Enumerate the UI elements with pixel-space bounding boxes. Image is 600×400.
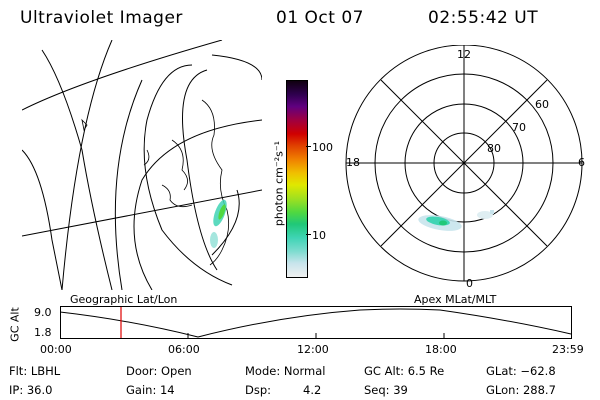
lat-label-60: 60 [535, 98, 549, 111]
gain-info: Gain: 14 [126, 383, 175, 397]
observation-time: 02:55:42 UT [428, 8, 539, 28]
mlt-line-diag [380, 79, 548, 247]
timeline-left-title: Geographic Lat/Lon [70, 293, 178, 306]
gc-alt-info: GC Alt: 6.5 Re [364, 364, 445, 378]
mlt-label-0: 0 [466, 277, 473, 290]
geographic-map [22, 40, 262, 290]
dsp-value: 4.2 [303, 383, 322, 397]
mode-info: Mode: Normal [245, 364, 326, 378]
timeline-xtick-3: 18:00 [425, 343, 457, 356]
aurora-emission [218, 204, 226, 220]
aurora-emission [210, 232, 218, 248]
earth-limb [182, 69, 218, 271]
timeline-xtick-1: 06:00 [168, 343, 200, 356]
colorbar-gradient [287, 81, 307, 277]
mlt-label-12: 12 [457, 48, 471, 61]
dsp-label: Dsp: [245, 383, 272, 397]
lat-label-80: 80 [487, 142, 501, 155]
graticule-line [114, 79, 143, 290]
aurora-oval [477, 211, 493, 219]
coastline [81, 99, 230, 266]
graticule-line [22, 189, 262, 237]
ip-info: IP: 36.0 [9, 383, 53, 397]
lat-label-70: 70 [512, 121, 526, 134]
aurora-speck [490, 210, 494, 214]
timeline-axis-label: GC Alt [8, 307, 22, 342]
timeline-right-title: Apex MLat/MLT [414, 293, 497, 306]
colorbar-tick-mark [306, 146, 311, 147]
colorbar [286, 80, 308, 278]
colorbar-tick-100: 100 [312, 141, 333, 154]
door-info: Door: Open [126, 364, 192, 378]
aurora-oval [439, 220, 447, 226]
timeline-xtick-0: 00:00 [40, 343, 72, 356]
graticule-line [22, 149, 63, 290]
graticule-line [22, 40, 223, 111]
colorbar-tick-mark [306, 234, 311, 235]
altitude-timeline [60, 306, 572, 339]
glon-info: GLon: 288.7 [486, 383, 556, 397]
timeline-xtick-4: 23:59 [552, 343, 584, 356]
graticule-line [41, 49, 113, 290]
seq-info: Seq: 39 [364, 383, 408, 397]
timeline-ytick-bottom: 1.8 [34, 326, 52, 339]
filter-info: Flt: LBHL [9, 364, 61, 378]
instrument-title: Ultraviolet Imager [20, 8, 183, 28]
mlt-label-6: 6 [578, 156, 585, 169]
observation-date: 01 Oct 07 [276, 8, 364, 28]
timeline-ytick-top: 9.0 [34, 306, 52, 319]
altitude-curve [60, 308, 572, 338]
glat-info: GLat: −62.8 [486, 364, 556, 378]
graticule-line [211, 189, 240, 256]
graticule-line [211, 54, 262, 81]
polar-plot [345, 45, 583, 282]
mlt-label-18: 18 [346, 156, 360, 169]
colorbar-tick-10: 10 [312, 229, 326, 242]
colorbar-unit-label: photon cm⁻²s⁻¹ [272, 140, 286, 227]
timeline-xtick-2: 12:00 [297, 343, 329, 356]
graticule-line [61, 40, 113, 290]
graticule-line [143, 64, 233, 286]
